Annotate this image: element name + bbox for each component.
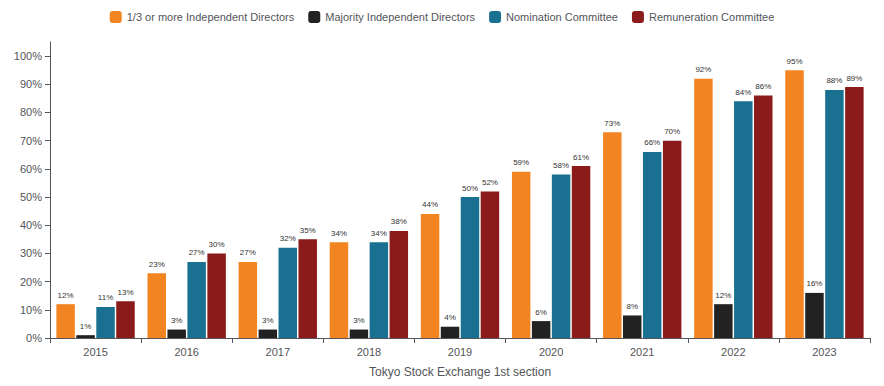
svg-text:1%: 1% xyxy=(80,322,92,331)
svg-text:2020: 2020 xyxy=(539,346,563,358)
svg-text:2022: 2022 xyxy=(721,346,745,358)
svg-text:50%: 50% xyxy=(20,191,42,203)
svg-text:60%: 60% xyxy=(20,163,42,175)
svg-text:2017: 2017 xyxy=(266,346,290,358)
svg-text:70%: 70% xyxy=(664,127,680,136)
svg-text:66%: 66% xyxy=(644,138,660,147)
svg-text:12%: 12% xyxy=(715,291,731,300)
svg-text:30%: 30% xyxy=(20,247,42,259)
svg-text:40%: 40% xyxy=(20,219,42,231)
svg-text:95%: 95% xyxy=(786,57,802,66)
svg-text:2015: 2015 xyxy=(83,346,107,358)
svg-text:4%: 4% xyxy=(444,313,456,322)
svg-text:32%: 32% xyxy=(280,234,296,243)
svg-text:Tokyo Stock Exchange 1st secti: Tokyo Stock Exchange 1st section xyxy=(369,365,551,379)
svg-text:80%: 80% xyxy=(20,106,42,118)
svg-text:2021: 2021 xyxy=(630,346,654,358)
svg-text:8%: 8% xyxy=(626,302,638,311)
svg-text:34%: 34% xyxy=(331,229,347,238)
svg-text:23%: 23% xyxy=(149,260,165,269)
svg-text:50%: 50% xyxy=(462,184,478,193)
svg-text:61%: 61% xyxy=(573,153,589,162)
svg-text:3%: 3% xyxy=(171,316,183,325)
svg-text:89%: 89% xyxy=(846,74,862,83)
svg-text:88%: 88% xyxy=(826,76,842,85)
svg-text:70%: 70% xyxy=(20,135,42,147)
svg-text:84%: 84% xyxy=(735,88,751,97)
svg-text:16%: 16% xyxy=(806,279,822,288)
svg-text:38%: 38% xyxy=(391,217,407,226)
svg-text:90%: 90% xyxy=(20,78,42,90)
svg-text:13%: 13% xyxy=(117,288,133,297)
svg-text:58%: 58% xyxy=(553,161,569,170)
svg-text:27%: 27% xyxy=(189,248,205,257)
svg-text:92%: 92% xyxy=(695,65,711,74)
svg-text:2019: 2019 xyxy=(448,346,472,358)
svg-text:2023: 2023 xyxy=(812,346,836,358)
svg-text:0%: 0% xyxy=(26,332,42,344)
svg-text:27%: 27% xyxy=(240,248,256,257)
svg-text:30%: 30% xyxy=(209,240,225,249)
svg-text:44%: 44% xyxy=(422,200,438,209)
svg-text:52%: 52% xyxy=(482,178,498,187)
svg-text:1/3 or more Independent Direct: 1/3 or more Independent Directors xyxy=(127,11,295,23)
svg-text:Nomination Committee: Nomination Committee xyxy=(506,11,618,23)
svg-text:73%: 73% xyxy=(604,119,620,128)
svg-text:20%: 20% xyxy=(20,276,42,288)
svg-text:Remuneration Committee: Remuneration Committee xyxy=(649,11,774,23)
svg-text:86%: 86% xyxy=(755,82,771,91)
svg-text:59%: 59% xyxy=(513,158,529,167)
svg-text:3%: 3% xyxy=(262,316,274,325)
svg-text:Majority Independent Directors: Majority Independent Directors xyxy=(325,11,475,23)
svg-text:6%: 6% xyxy=(535,308,547,317)
svg-text:2018: 2018 xyxy=(357,346,381,358)
svg-text:2016: 2016 xyxy=(174,346,198,358)
svg-text:35%: 35% xyxy=(300,226,316,235)
svg-text:100%: 100% xyxy=(14,50,42,62)
svg-text:3%: 3% xyxy=(353,316,365,325)
svg-text:34%: 34% xyxy=(371,229,387,238)
svg-text:12%: 12% xyxy=(58,291,74,300)
svg-text:11%: 11% xyxy=(98,293,113,302)
svg-text:10%: 10% xyxy=(20,304,42,316)
